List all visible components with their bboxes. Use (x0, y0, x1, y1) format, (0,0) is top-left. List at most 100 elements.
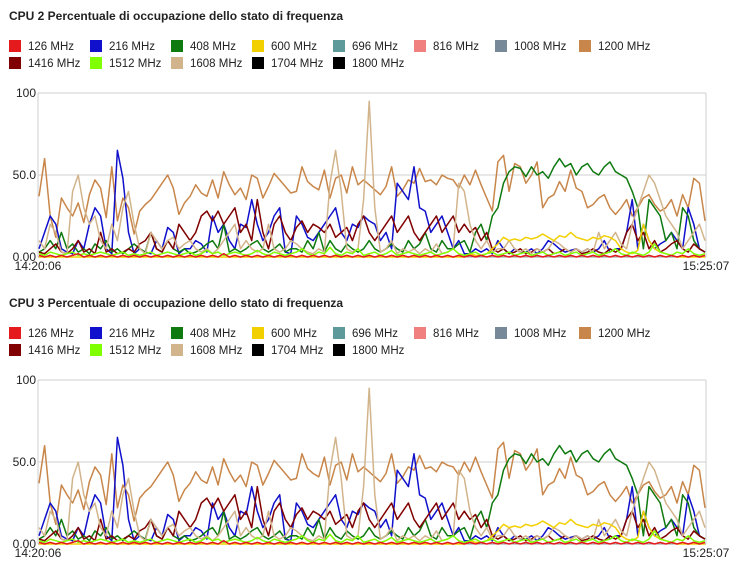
chart-title: CPU 3 Percentuale di occupazione dello s… (9, 296, 344, 310)
series-line (38, 441, 706, 526)
legend-item[interactable]: 600 MHz (252, 40, 317, 54)
legend-swatch (414, 327, 426, 339)
legend-item[interactable]: 216 MHz (90, 327, 155, 341)
y-tick-label: 50.0 (13, 168, 37, 182)
legend-item[interactable]: 1608 MHz (171, 57, 242, 71)
legend-label: 216 MHz (109, 41, 156, 53)
legend-item[interactable]: 1416 MHz (9, 344, 80, 358)
legend-swatch (9, 327, 21, 339)
legend-label: 600 MHz (271, 41, 318, 53)
legend-swatch (579, 40, 591, 52)
legend-swatch (9, 344, 21, 356)
legend-item[interactable]: 1416 MHz (9, 57, 80, 71)
series-line (38, 243, 706, 257)
series-line (38, 530, 706, 544)
legend-swatch (333, 57, 345, 69)
legend-label: 816 MHz (433, 328, 480, 340)
legend-item[interactable]: 126 MHz (9, 40, 74, 54)
legend-item[interactable]: 1704 MHz (252, 344, 323, 358)
legend-label: 408 MHz (190, 41, 237, 53)
legend-swatch (171, 57, 183, 69)
legend-swatch (252, 327, 264, 339)
legend-label: 696 MHz (352, 328, 399, 340)
legend-swatch (9, 57, 21, 69)
x-tick-label: 15:25:07 (683, 546, 730, 560)
legend-label: 1608 MHz (190, 345, 243, 357)
legend-swatch (9, 40, 21, 52)
legend-swatch (90, 40, 102, 52)
legend-item[interactable]: 408 MHz (171, 40, 236, 54)
legend-item[interactable]: 1800 MHz (333, 57, 404, 71)
legend-item[interactable]: 216 MHz (90, 40, 155, 54)
legend-label: 1800 MHz (352, 345, 405, 357)
y-tick-label: 100 (16, 373, 36, 387)
legend-swatch (333, 40, 345, 52)
legend-item[interactable]: 1608 MHz (171, 344, 242, 358)
legend-item[interactable]: 408 MHz (171, 327, 236, 341)
y-tick-label: 100 (16, 86, 36, 100)
legend-swatch (414, 40, 426, 52)
legend-item[interactable]: 696 MHz (333, 40, 398, 54)
x-tick-label: 14:20:06 (15, 546, 62, 560)
legend-label: 216 MHz (109, 328, 156, 340)
series-line (38, 252, 706, 258)
x-tick-label: 15:25:07 (683, 259, 730, 273)
legend-swatch (495, 327, 507, 339)
legend-label: 1512 MHz (109, 345, 162, 357)
legend-label: 1704 MHz (271, 58, 324, 70)
legend-item[interactable]: 1704 MHz (252, 57, 323, 71)
legend-item[interactable]: 1008 MHz (495, 40, 566, 54)
legend-swatch (252, 40, 264, 52)
legend-item[interactable]: 1512 MHz (90, 57, 161, 71)
series-line (38, 539, 706, 545)
legend-label: 126 MHz (28, 328, 75, 340)
legend-item[interactable]: 816 MHz (414, 40, 479, 54)
legend-item[interactable]: 816 MHz (414, 327, 479, 341)
series-line (38, 157, 706, 255)
y-tick-label: 50.0 (13, 455, 37, 469)
legend-swatch (90, 327, 102, 339)
legend-label: 1800 MHz (352, 58, 405, 70)
legend-swatch (579, 327, 591, 339)
legend-item[interactable]: 1200 MHz (579, 40, 650, 54)
legend-swatch (90, 344, 102, 356)
legend-item[interactable]: 126 MHz (9, 327, 74, 341)
legend-item[interactable]: 600 MHz (252, 327, 317, 341)
legend-item[interactable]: 1200 MHz (579, 327, 650, 341)
legend-swatch (333, 327, 345, 339)
legend-swatch (252, 344, 264, 356)
legend-item[interactable]: 696 MHz (333, 327, 398, 341)
legend-swatch (90, 57, 102, 69)
legend-label: 1008 MHz (514, 328, 567, 340)
legend-label: 408 MHz (190, 328, 237, 340)
legend-label: 1416 MHz (28, 58, 81, 70)
legend-label: 1704 MHz (271, 345, 324, 357)
legend-label: 816 MHz (433, 41, 480, 53)
legend-label: 696 MHz (352, 41, 399, 53)
legend-label: 600 MHz (271, 328, 318, 340)
legend-label: 126 MHz (28, 41, 75, 53)
y-tick-label: 0.00 (13, 537, 37, 551)
legend-swatch (171, 40, 183, 52)
chart-title: CPU 2 Percentuale di occupazione dello s… (9, 9, 344, 23)
legend-item[interactable]: 1800 MHz (333, 344, 404, 358)
legend-swatch (495, 40, 507, 52)
legend-swatch (171, 327, 183, 339)
legend-label: 1512 MHz (109, 58, 162, 70)
legend-swatch (333, 344, 345, 356)
y-tick-label: 0.00 (13, 250, 37, 264)
legend-label: 1008 MHz (514, 41, 567, 53)
legend-item[interactable]: 1008 MHz (495, 327, 566, 341)
series-line (38, 154, 706, 239)
legend-label: 1608 MHz (190, 58, 243, 70)
legend-item[interactable]: 1512 MHz (90, 344, 161, 358)
series-line (38, 444, 706, 542)
series-line (38, 387, 706, 542)
legend-label: 1200 MHz (598, 41, 651, 53)
legend-swatch (252, 57, 264, 69)
legend-swatch (171, 344, 183, 356)
legend-label: 1416 MHz (28, 345, 81, 357)
series-line (38, 100, 706, 255)
